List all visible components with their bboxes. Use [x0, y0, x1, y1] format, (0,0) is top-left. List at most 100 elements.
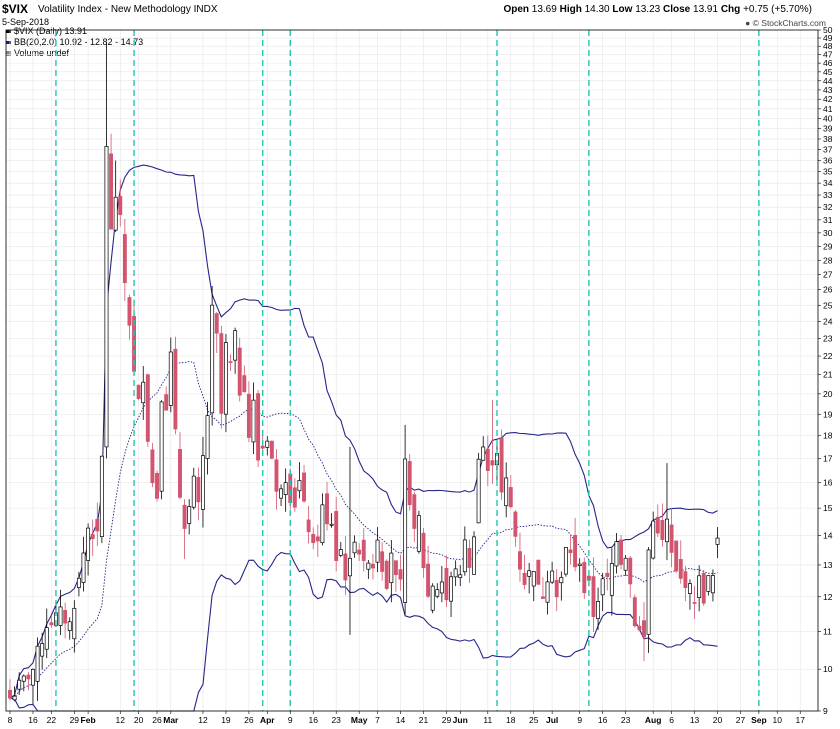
candle — [90, 519, 95, 557]
x-tick-label: 21 — [419, 715, 429, 725]
candle — [246, 381, 251, 443]
plot-frame — [5, 29, 819, 712]
candle-body — [113, 196, 118, 231]
candle-body — [292, 487, 297, 508]
candle-body — [109, 153, 114, 230]
candle — [279, 484, 284, 506]
bollinger-bands — [9, 164, 718, 712]
candle-body — [531, 571, 536, 587]
x-tick-label: 20 — [713, 715, 723, 725]
candle — [63, 602, 68, 639]
candle — [692, 586, 697, 619]
candle — [439, 566, 444, 603]
candle — [76, 571, 81, 597]
candle-body — [605, 572, 610, 577]
x-tick-label: 20 — [134, 715, 144, 725]
candle — [490, 399, 495, 485]
candle — [504, 462, 509, 518]
x-tick-label: 23 — [331, 715, 341, 725]
candle-body — [76, 577, 81, 588]
candle-body — [223, 342, 228, 415]
candle — [251, 382, 256, 455]
x-tick-label: Jul — [546, 715, 558, 725]
candle — [412, 491, 417, 543]
y-tick-label: 40 — [823, 114, 833, 124]
y-tick-label: 12 — [823, 592, 833, 602]
candle — [58, 589, 63, 635]
candle — [292, 478, 297, 512]
candle — [375, 527, 380, 573]
x-tick-label: 12 — [198, 715, 208, 725]
candle-body — [246, 393, 251, 438]
ohlc-readout: Open 13.69 High 14.30 Low 13.23 Close 13… — [503, 4, 812, 15]
candle — [407, 454, 412, 511]
candle-body — [370, 563, 375, 569]
x-tick-label: 23 — [621, 715, 631, 725]
candle-body — [17, 679, 22, 690]
candle-body — [508, 487, 513, 508]
candle — [678, 540, 683, 584]
y-tick-label: 11 — [823, 626, 832, 636]
candle-body — [40, 643, 45, 657]
candle-body — [228, 361, 233, 363]
candle — [518, 532, 522, 582]
open-value: 13.69 — [531, 4, 557, 15]
candle-body — [31, 669, 35, 686]
legend-bb-text: BB(20,2.0) 10.92 - 12.82 - 14.73 — [14, 37, 144, 47]
candle-body — [67, 621, 72, 631]
candle-body — [458, 574, 463, 578]
candle-body — [141, 381, 146, 404]
x-tick-label: 9 — [288, 715, 293, 725]
candle-body — [665, 518, 669, 543]
candle-body — [265, 440, 270, 448]
candle-body — [380, 551, 385, 572]
candle-body — [352, 541, 357, 554]
candle — [389, 539, 394, 603]
y-tick-label: 30 — [823, 228, 833, 238]
candle — [233, 327, 238, 374]
candle — [540, 577, 545, 599]
chart-legend: $VIX (Daily) 13.91 BB(20,2.0) 10.92 - 12… — [6, 26, 143, 59]
candle — [632, 594, 637, 628]
candle-body — [26, 674, 31, 680]
candle-body — [343, 553, 348, 581]
candle — [531, 571, 536, 602]
candle — [361, 528, 366, 572]
candle-body — [540, 596, 545, 599]
candle-body — [315, 536, 320, 542]
candle-body — [462, 539, 467, 573]
candle — [623, 554, 628, 576]
candle — [214, 312, 219, 353]
candle — [403, 424, 408, 615]
candle-body — [467, 547, 472, 568]
candle-body — [338, 549, 343, 556]
candle-body — [104, 146, 109, 448]
y-tick-label: 29 — [823, 241, 833, 251]
candle — [201, 436, 205, 528]
candle — [559, 571, 564, 601]
candle — [283, 468, 288, 512]
candle-body — [697, 575, 702, 599]
candle — [21, 674, 26, 692]
stockcharts-logo-icon: ● — [745, 18, 751, 28]
candle-body — [398, 569, 403, 580]
candle-body — [348, 557, 352, 577]
candle — [81, 536, 86, 592]
y-tick-label: 10 — [823, 664, 833, 674]
candle-body — [701, 572, 706, 604]
x-tick-label: Apr — [260, 715, 275, 725]
candle — [655, 504, 660, 537]
y-axis: 9 10 11 12 13 14 15 16 17 18 19 20 21 22 23 24 25 26 27 28 2… — [818, 25, 833, 716]
x-tick-label: 14 — [396, 715, 406, 725]
y-tick-label: 36 — [823, 155, 833, 165]
candle — [357, 543, 362, 562]
candle — [421, 528, 426, 578]
candle-body — [577, 563, 582, 566]
candle — [109, 133, 114, 230]
candle-body — [637, 625, 642, 631]
candle-body — [201, 455, 205, 510]
x-tick-label: Aug — [645, 715, 662, 725]
candle — [86, 523, 91, 576]
y-tick-label: 39 — [823, 124, 833, 134]
